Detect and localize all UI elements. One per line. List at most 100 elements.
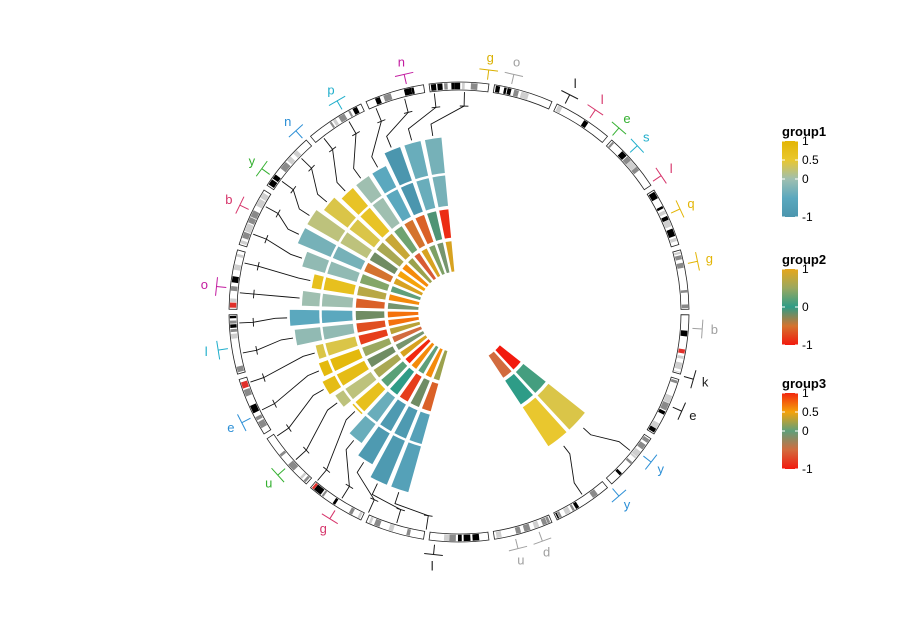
heat-cell-group1-outer: [321, 195, 359, 230]
link-tick: [323, 466, 331, 473]
heat-cell-group1-outer: [293, 325, 324, 348]
ideogram-band: [368, 516, 374, 524]
link-line: [317, 411, 356, 481]
link-line: [371, 483, 402, 524]
gene-label: q: [687, 196, 694, 211]
link-tick: [261, 373, 266, 382]
link-tick: [328, 146, 337, 153]
heat-cell-group3: [443, 239, 456, 274]
ideogram-band: [463, 534, 471, 542]
heat-cell-group1: [414, 176, 438, 213]
legend-colorbar-group1: [782, 141, 798, 217]
ideogram-band: [669, 237, 677, 243]
label-bracket: [611, 121, 627, 135]
label-connector: [672, 406, 683, 412]
ideogram-band: [229, 302, 237, 308]
heat-cell-group2: [354, 296, 387, 311]
ideogram-band: [656, 206, 664, 212]
link-tick: [256, 261, 260, 271]
small-cell-group1: [520, 395, 569, 449]
label-connector: [277, 468, 286, 476]
ideogram-band: [332, 497, 339, 505]
link-tick: [272, 399, 277, 408]
heat-cell-group1: [347, 217, 383, 250]
ideogram-band: [240, 380, 250, 389]
gene-link-lines: [239, 92, 631, 530]
ideogram-band: [663, 393, 673, 404]
gene-label: g: [487, 50, 494, 65]
heat-cell-group2: [392, 224, 420, 256]
heat-cell-group1-outer: [339, 185, 371, 217]
label-bracket: [677, 402, 687, 420]
gene-label: s: [643, 129, 650, 144]
label-bracket: [695, 252, 700, 271]
ideogram-band: [373, 518, 382, 527]
ideogram-band: [641, 436, 650, 443]
legend-colorbar-group3: [782, 393, 798, 469]
label-connector: [683, 376, 694, 380]
heat-cell-group1-outer: [350, 401, 365, 417]
ideogram-band: [454, 82, 461, 90]
label-connector: [692, 327, 703, 330]
heat-cell-group1-outer: [295, 226, 339, 259]
label-connector: [643, 455, 652, 463]
small-cell-group2: [503, 371, 536, 407]
ideogram-band: [443, 534, 450, 541]
ideogram-band: [562, 506, 571, 515]
link-tick: [303, 446, 310, 454]
label-bracket: [644, 454, 658, 470]
ideogram-band: [244, 223, 254, 234]
heat-cell-group1-outer: [316, 358, 335, 379]
heat-cell-group1-outer: [320, 373, 344, 397]
ideogram-band: [615, 468, 622, 476]
label-bracket: [255, 160, 268, 177]
link-tick: [345, 483, 354, 490]
label-bracket: [321, 513, 339, 525]
small-cell-group3: [486, 349, 514, 380]
legend-tick-label: -1: [802, 462, 813, 476]
label-connector: [670, 208, 681, 214]
legend-colorbar-group2: [782, 269, 798, 345]
heat-cell-group1: [320, 292, 355, 310]
heat-cell-group2: [354, 318, 388, 335]
ideogram-band: [494, 85, 501, 93]
ideogram-band: [272, 174, 281, 183]
gene-label: g: [320, 521, 327, 536]
link-line: [394, 492, 429, 530]
label-connector: [216, 285, 227, 289]
legend-tick-label: 0.5: [802, 153, 819, 167]
ideogram-band: [681, 304, 689, 309]
legend-title-group1: group1: [782, 124, 826, 139]
link-line: [242, 337, 294, 354]
ideogram-band: [631, 166, 640, 175]
ideogram-band: [532, 520, 540, 529]
label-connector: [612, 127, 620, 136]
label-bracket: [561, 90, 579, 100]
ideogram-band: [637, 441, 646, 450]
legend-tick-label: 0: [802, 172, 809, 186]
link-line: [253, 233, 303, 259]
link-line: [239, 317, 288, 324]
link-tick: [403, 110, 413, 114]
ideogram-band: [470, 83, 478, 90]
label-connector: [652, 175, 662, 182]
ideogram-band: [255, 414, 263, 421]
heat-cell-group1: [328, 347, 365, 374]
ideogram-band: [540, 517, 548, 526]
gene-label: y: [624, 497, 631, 512]
heat-cell-group1: [365, 389, 398, 425]
ideogram-band: [230, 328, 238, 333]
heat-cell-group1-outer: [347, 413, 378, 446]
heat-cell-group1: [384, 187, 413, 224]
ideogram-band: [229, 315, 237, 319]
gene-label: l: [205, 344, 208, 359]
label-connector: [295, 130, 303, 139]
gene-label: g: [706, 251, 713, 266]
label-bracket: [216, 340, 221, 360]
gene-label: l: [670, 161, 673, 176]
heat-cell-group1-outer: [382, 145, 414, 188]
ideogram-band: [383, 93, 393, 102]
ideogram-band: [512, 89, 520, 97]
link-line: [244, 262, 311, 281]
